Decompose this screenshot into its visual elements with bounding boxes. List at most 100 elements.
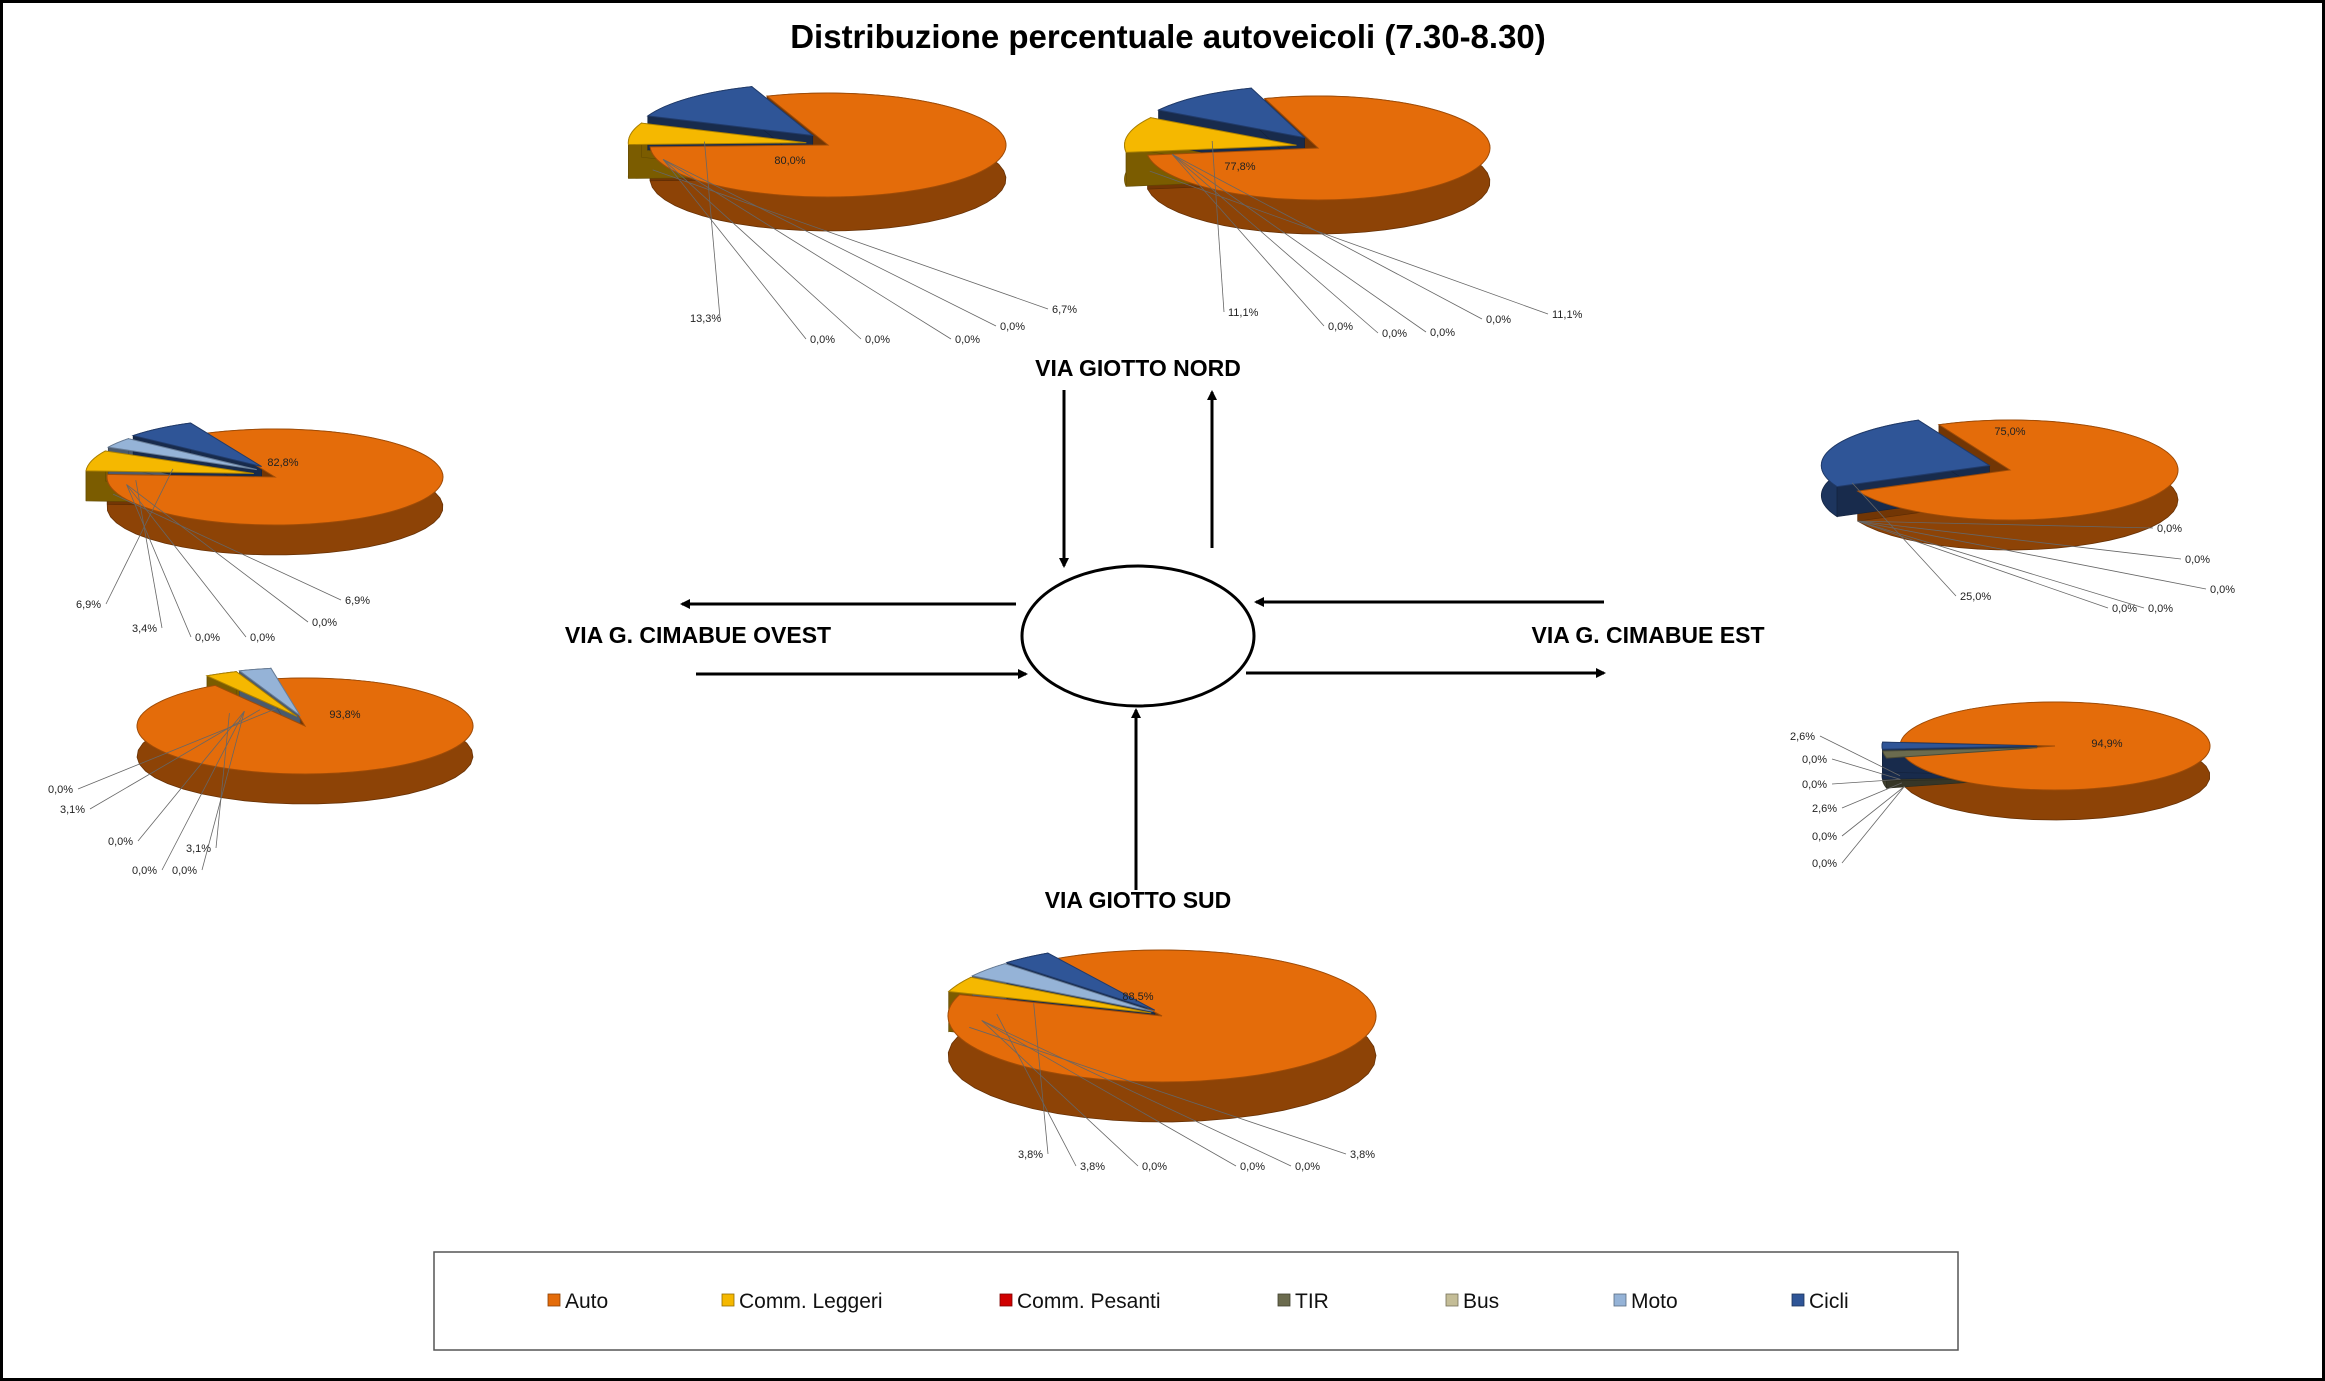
slice-cicli (646, 86, 815, 137)
leader-line (135, 480, 163, 629)
data-label-moto: 0,0% (1328, 321, 1353, 333)
leader-line (1857, 520, 2109, 609)
leader-line (662, 159, 997, 327)
slice-moto (238, 667, 301, 716)
slice-comm-leggeri (85, 450, 254, 474)
leader-line (996, 1013, 1077, 1167)
pie-est-in: 75,0% 0,0% 0,0% 0,0% 0,0% 0,0% 25,0% (1820, 419, 2235, 615)
legend-item-auto: Auto (547, 1290, 608, 1313)
legend-item-tir: TIR (1277, 1290, 1329, 1313)
data-label-comm-leggeri: 0,0% (2210, 584, 2235, 596)
leader-line (1172, 154, 1483, 320)
data-label-cicli: 25,0% (1960, 591, 1991, 603)
leader-line (1857, 520, 2182, 560)
legend-swatch (547, 1293, 561, 1307)
data-label-moto: 3,1% (60, 804, 85, 816)
slice-tir (1882, 747, 2038, 759)
data-label-bus: 0,0% (1382, 328, 1407, 340)
slice-cicli (1157, 87, 1307, 139)
pie-nord-in: 80,0% 6,7% 0,0% 0,0% 0,0% 0,0% 13,3% (627, 86, 1077, 346)
leader-line (1171, 154, 1325, 327)
pie-sud-in: 88,5% 3,8% 0,0% 0,0% 0,0% 3,8% 3,8% (947, 949, 1377, 1173)
data-label-comm-leggeri: 6,7% (1052, 304, 1077, 316)
roundabout (1020, 564, 1256, 708)
leader-line (1841, 782, 1903, 809)
data-label-cicli: 0,0% (48, 784, 73, 796)
data-label-cicli: 2,6% (1790, 731, 1815, 743)
legend-item-moto: Moto (1613, 1290, 1678, 1313)
data-label-auto: 94,9% (2091, 738, 2122, 750)
data-label-auto: 80,0% (774, 155, 805, 167)
leader-line (969, 1026, 1347, 1155)
pie-ovest-out: 82,8% 6,9% 0,0% 0,0% 0,0% 3,4% 6,9% (76, 422, 444, 644)
data-label-bus: 0,0% (1802, 779, 1827, 791)
data-label-comm-pesanti: 0,0% (1812, 831, 1837, 843)
leader-line (981, 1020, 1139, 1167)
leader-line (704, 141, 721, 319)
data-label-tir: 0,0% (1240, 1161, 1265, 1173)
data-label-auto: 77,8% (1224, 161, 1255, 173)
legend-label: Comm. Leggeri (739, 1290, 883, 1313)
slice-auto (1146, 95, 1491, 201)
pie-ovest-in: 93,8% 3,1% 0,0% 0,0% 0,0% 3,1% 0,0% (48, 667, 474, 877)
legend-label: Auto (565, 1290, 608, 1313)
leader-line (77, 708, 276, 790)
slice-auto (1856, 419, 2179, 521)
data-label-tir: 0,0% (2157, 523, 2182, 535)
leader-line (1841, 786, 1905, 837)
legend-label: Bus (1463, 1290, 1499, 1313)
data-label-comm-pesanti: 0,0% (312, 617, 337, 629)
slice-comm-leggeri (205, 671, 298, 717)
leader-line (201, 711, 245, 871)
data-label-tir: 0,0% (1430, 327, 1455, 339)
leader-line (981, 1020, 1237, 1167)
slice-cicli (1005, 952, 1156, 1011)
road-label-sud: VIA GIOTTO SUD (1045, 887, 1232, 913)
data-label-tir: 2,6% (1812, 803, 1837, 815)
leader-line (1033, 1003, 1049, 1155)
leader-line (1841, 786, 1905, 864)
slice-comm-leggeri (947, 976, 1152, 1014)
data-label-tir: 0,0% (132, 865, 157, 877)
leader-line (126, 484, 309, 623)
leader-line (662, 159, 807, 340)
data-label-bus: 0,0% (1142, 1161, 1167, 1173)
data-label-comm-leggeri: 3,1% (186, 843, 211, 855)
legend-swatch (999, 1293, 1013, 1307)
legend-swatch (1277, 1293, 1291, 1307)
leader-line (1171, 154, 1427, 333)
slice-moto (970, 963, 1153, 1012)
legend-label: TIR (1295, 1290, 1329, 1313)
legend-swatch (1613, 1293, 1627, 1307)
leader-line (1851, 482, 1957, 597)
data-label-moto: 0,0% (810, 334, 835, 346)
data-label-auto: 82,8% (267, 457, 298, 469)
data-label-bus: 0,0% (2148, 603, 2173, 615)
leader-line (1171, 154, 1379, 334)
leader-line (215, 713, 230, 849)
slice-auto (136, 677, 474, 775)
leader-line (1211, 140, 1225, 313)
data-label-cicli: 6,9% (76, 599, 101, 611)
data-label-tir: 0,0% (250, 632, 275, 644)
slice-auto (947, 949, 1377, 1083)
data-label-cicli: 11,1% (1228, 307, 1259, 319)
slice-cicli (1881, 741, 2038, 750)
legend-item-comm-pesanti: Comm. Pesanti (999, 1290, 1161, 1313)
leader-line (137, 710, 245, 842)
data-label-auto: 93,8% (329, 709, 360, 721)
data-label-moto: 0,0% (2112, 603, 2137, 615)
leader-line (1857, 520, 2154, 529)
data-label-comm-leggeri: 6,9% (345, 595, 370, 607)
slice-auto (1899, 701, 2211, 791)
slice-cicli (131, 422, 262, 468)
data-label-comm-leggeri: 11,1% (1552, 309, 1583, 321)
data-label-bus: 0,0% (108, 836, 133, 848)
data-label-comm-pesanti: 0,0% (2185, 554, 2210, 566)
data-label-comm-pesanti: 0,0% (172, 865, 197, 877)
chart-title: Distribuzione percentuale autoveicoli (7… (790, 18, 1546, 55)
data-label-cicli: 3,8% (1018, 1149, 1043, 1161)
leader-line (105, 468, 174, 605)
